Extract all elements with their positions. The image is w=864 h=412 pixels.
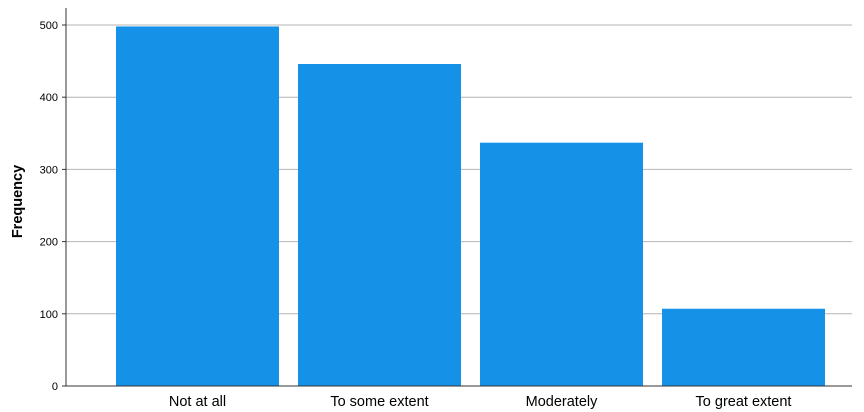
x-category-label: Moderately [526,394,598,410]
y-tick-label: 300 [40,164,58,176]
x-category-label: Not at all [169,394,226,410]
x-category-label: To some extent [330,394,428,410]
y-tick-label: 200 [40,237,58,249]
y-tick-label: 500 [40,20,58,32]
y-axis-title: Frequency [10,165,26,238]
bar [480,142,643,386]
y-tick-label: 400 [40,92,58,104]
bar [116,26,279,386]
bar [298,63,461,386]
bars [116,26,825,386]
x-category-labels: Not at all To some extent Moderately To gre… [169,394,792,410]
bar [662,308,825,386]
y-tick-labels: 0 100 200 300 400 500 [40,20,66,393]
y-tick-label: 100 [40,309,58,321]
y-tick-label: 0 [52,381,58,393]
x-category-label: To great extent [696,394,792,410]
